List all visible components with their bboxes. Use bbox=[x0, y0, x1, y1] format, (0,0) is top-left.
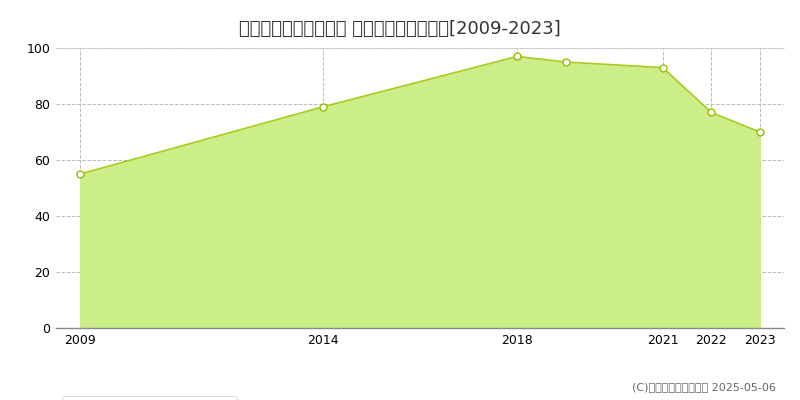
Text: (C)土地価格ドットコム 2025-05-06: (C)土地価格ドットコム 2025-05-06 bbox=[632, 382, 776, 392]
Point bbox=[754, 129, 766, 135]
Point bbox=[559, 59, 572, 65]
Legend: マンション価格 平均坪単価(万円/坪): マンション価格 平均坪単価(万円/坪) bbox=[62, 396, 237, 400]
Text: 仙台市太白区鹿野本町 マンション価格推移[2009-2023]: 仙台市太白区鹿野本町 マンション価格推移[2009-2023] bbox=[239, 20, 561, 38]
Point bbox=[656, 64, 669, 71]
Point bbox=[74, 171, 86, 177]
Point bbox=[705, 109, 718, 116]
Point bbox=[317, 104, 330, 110]
Point bbox=[510, 53, 523, 60]
